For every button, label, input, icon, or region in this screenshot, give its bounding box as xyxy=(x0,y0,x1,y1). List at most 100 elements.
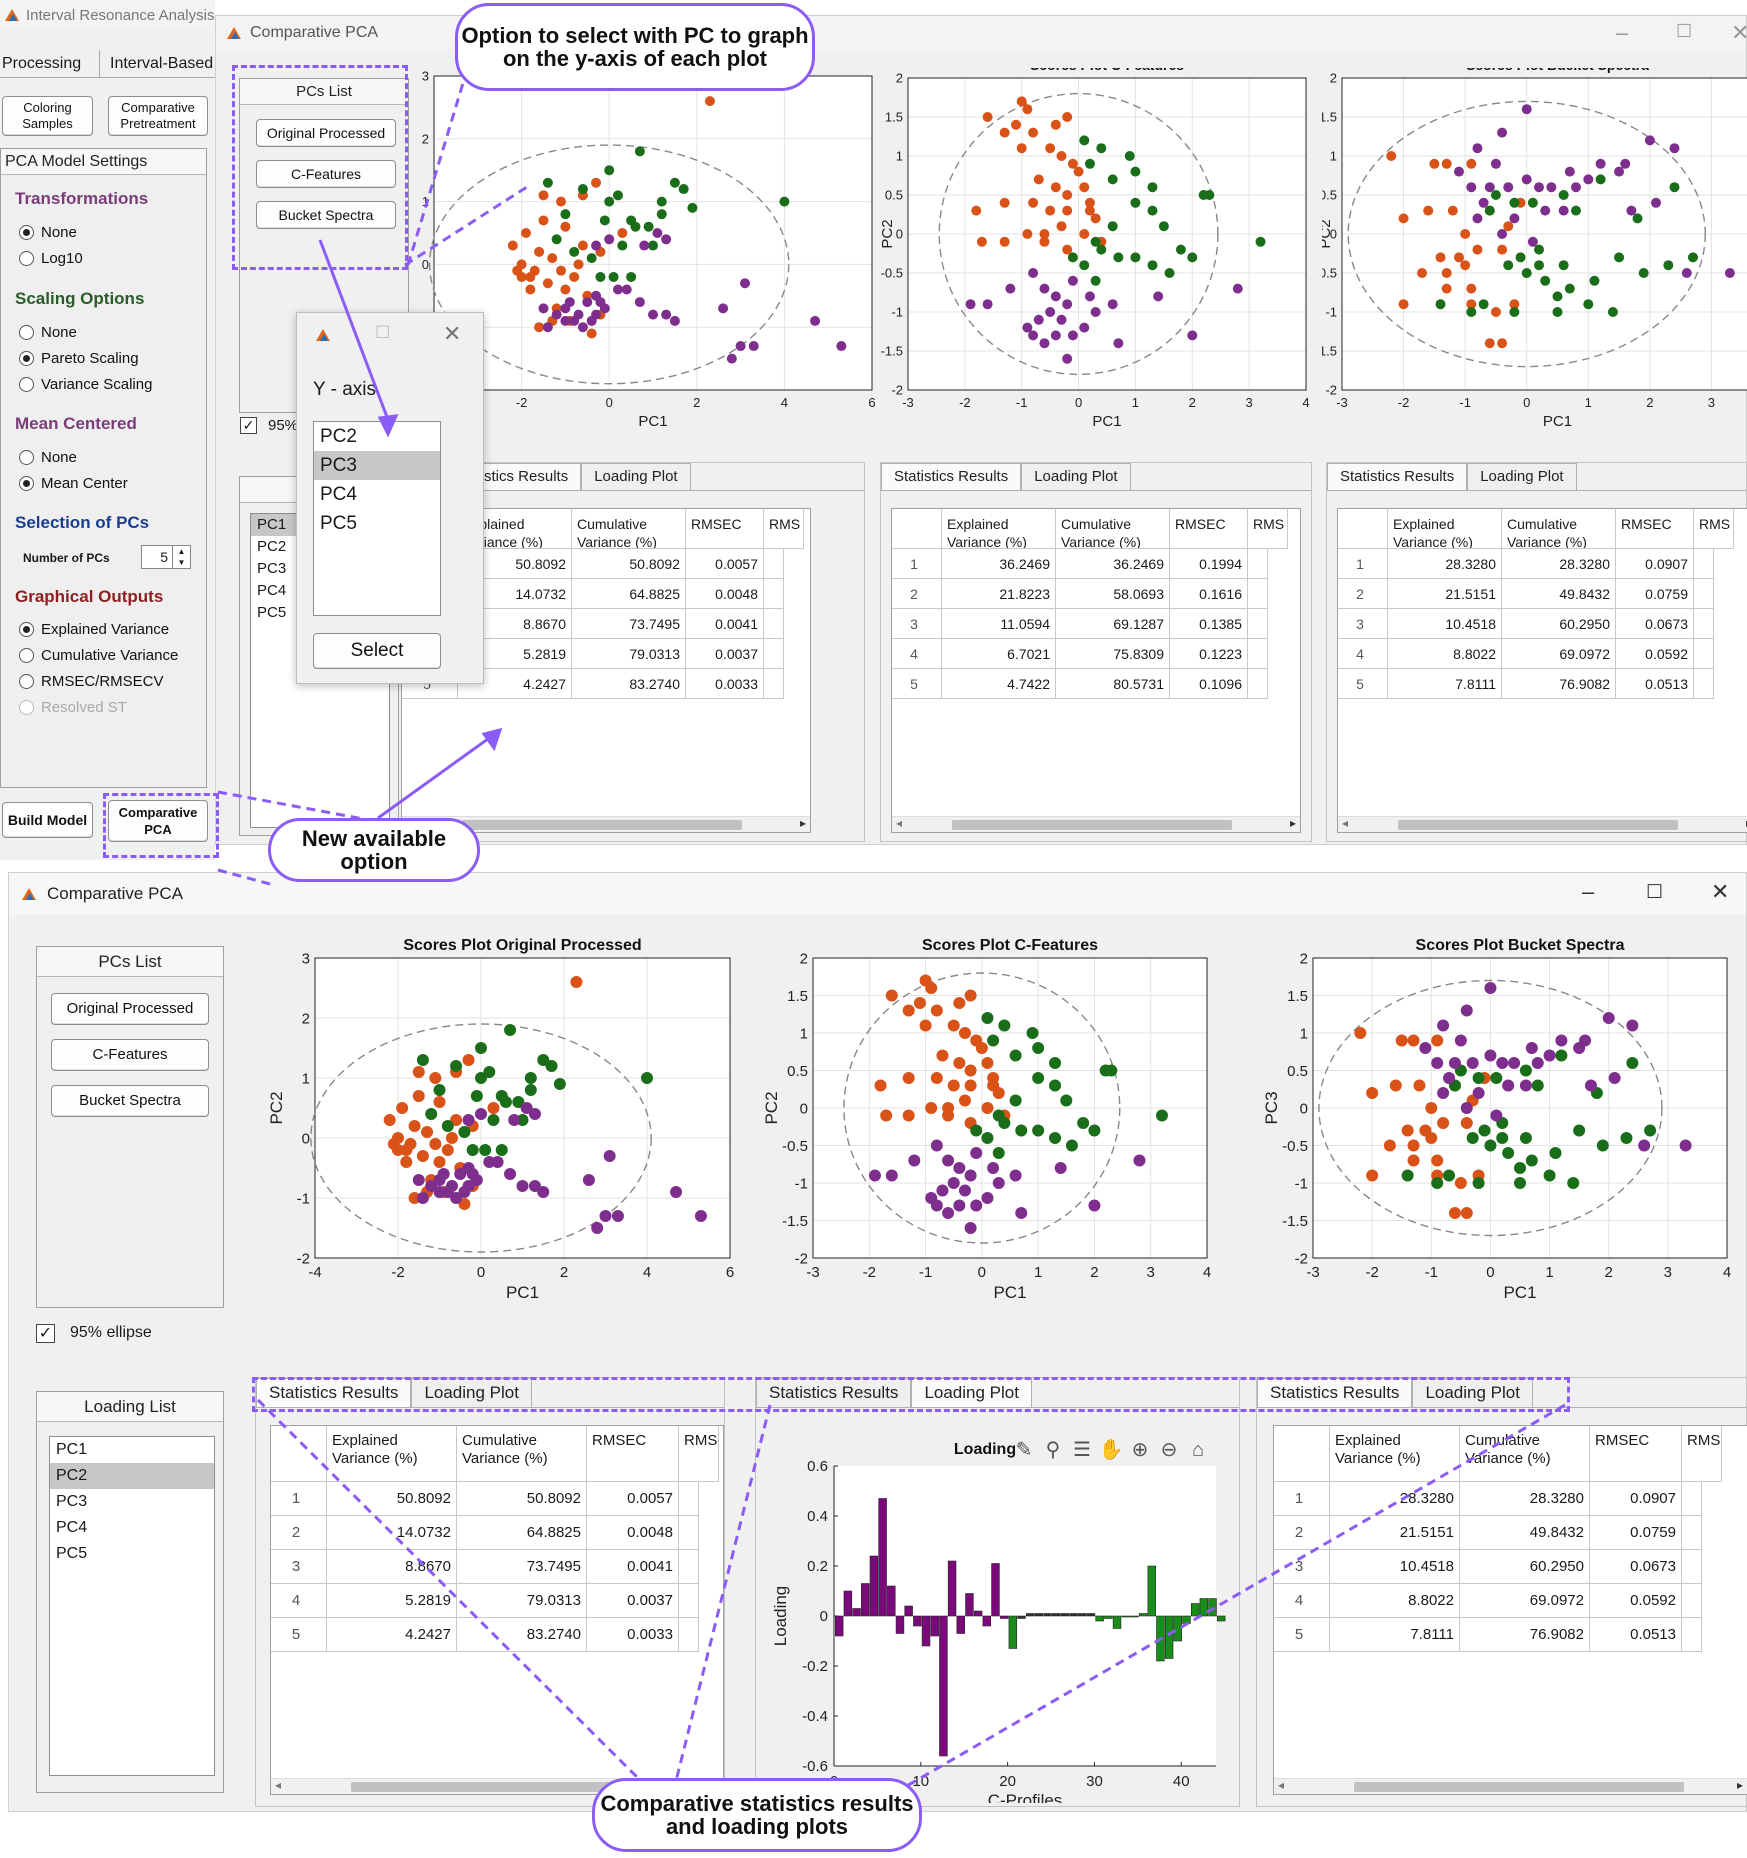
scroll-right-icon[interactable]: ▸ xyxy=(1289,816,1296,830)
y-axis-listbox[interactable]: PC2 PC3 PC4 PC5 xyxy=(313,421,441,616)
comparative-pca-button[interactable]: Comparative PCA xyxy=(108,800,208,842)
maximize-icon[interactable]: ☐ xyxy=(1646,882,1664,903)
list-item[interactable]: PC3 xyxy=(56,1493,88,1510)
front-original-processed-button[interactable]: Original Processed xyxy=(51,993,209,1025)
list-item[interactable]: PC4 xyxy=(257,582,287,599)
list-item[interactable]: PC2 xyxy=(257,538,287,555)
mid-ellipse-checkbox[interactable]: ✓ xyxy=(240,417,257,434)
horizontal-scrollbar[interactable]: ◂▸ xyxy=(892,816,1300,832)
front-c-features-button[interactable]: C-Features xyxy=(51,1039,209,1071)
scroll-right-icon[interactable]: ▸ xyxy=(1746,816,1747,830)
tab-processing[interactable]: Processing xyxy=(0,50,100,77)
table-row[interactable]: 3 10.4518 60.2950 0.0673 xyxy=(1338,609,1714,639)
list-item[interactable]: PC4 xyxy=(320,484,357,505)
list-item[interactable]: PC2 xyxy=(50,1463,214,1489)
minimize-icon[interactable]: – xyxy=(1616,20,1629,45)
table-row[interactable]: 4 8.8022 69.0972 0.0592 xyxy=(1274,1584,1702,1618)
table-row[interactable]: 1 28.3280 28.3280 0.0907 xyxy=(1274,1482,1702,1516)
scroll-left-icon[interactable]: ◂ xyxy=(896,816,903,830)
close-icon[interactable]: ✕ xyxy=(1731,20,1747,45)
table-row[interactable]: 3 10.4518 60.2950 0.0673 xyxy=(1274,1550,1702,1584)
close-icon[interactable]: ✕ xyxy=(1711,879,1730,904)
table-row[interactable]: 2 21.5151 49.8432 0.0759 xyxy=(1274,1516,1702,1550)
zoom-out-icon[interactable]: ⊖ xyxy=(1161,1439,1178,1461)
radio-explained-variance[interactable]: Explained Variance xyxy=(19,621,169,638)
tab-loading-plot[interactable]: Loading Plot xyxy=(581,463,691,490)
table-row[interactable]: 1 28.3280 28.3280 0.0907 xyxy=(1338,549,1714,579)
list-item[interactable]: PC3 xyxy=(314,451,440,480)
front-bucket-spectra-button[interactable]: Bucket Spectra xyxy=(51,1085,209,1117)
table-row[interactable]: 5 4.2427 83.2740 0.0033 xyxy=(271,1618,699,1652)
select-button[interactable]: Select xyxy=(313,633,441,669)
tab-loading-plot[interactable]: Loading Plot xyxy=(1021,463,1131,490)
mid-original-processed-button[interactable]: Original Processed xyxy=(256,119,396,147)
table-row[interactable]: 2 21.8223 58.0693 0.1616 xyxy=(892,579,1268,609)
number-of-pcs-spinner[interactable]: 5 ▲ ▼ xyxy=(141,545,191,569)
radio-scaling-pareto[interactable]: Pareto Scaling xyxy=(19,350,139,367)
pan-icon[interactable]: ✋ xyxy=(1099,1437,1124,1461)
minimize-icon[interactable]: – xyxy=(1582,879,1595,904)
front-ellipse-checkbox[interactable]: ✓ xyxy=(36,1324,55,1343)
tab-statistics-results[interactable]: Statistics Results xyxy=(881,463,1022,490)
radio-mean-center[interactable]: Mean Center xyxy=(19,475,128,492)
tab-statistics-results[interactable]: Statistics Results xyxy=(1327,463,1468,490)
scroll-left-icon[interactable]: ◂ xyxy=(1278,1778,1285,1792)
zoom-in-icon[interactable]: ⊕ xyxy=(1132,1439,1149,1461)
tab-loading-plot[interactable]: Loading Plot xyxy=(1412,1378,1533,1407)
brush-icon[interactable]: ✎ xyxy=(1016,1439,1033,1461)
table-row[interactable]: 2 21.5151 49.8432 0.0759 xyxy=(1338,579,1714,609)
horizontal-scrollbar[interactable]: ◂▸ xyxy=(1274,1778,1747,1794)
scroll-right-icon[interactable]: ▸ xyxy=(1736,1778,1743,1792)
tab-loading-plot[interactable]: Loading Plot xyxy=(1467,463,1577,490)
table-row[interactable]: 1 36.2469 36.2469 0.1994 xyxy=(892,549,1268,579)
popup-close-icon[interactable]: ✕ xyxy=(443,321,462,346)
build-model-button[interactable]: Build Model xyxy=(2,802,93,838)
table-row[interactable]: 3 11.0594 69.1287 0.1385 xyxy=(892,609,1268,639)
tab-statistics-results[interactable]: Statistics Results xyxy=(756,1378,912,1407)
spinner-arrows-icon[interactable]: ▲ ▼ xyxy=(172,546,190,568)
scrollbar-thumb[interactable] xyxy=(1354,1782,1684,1792)
tab-interval-based[interactable]: Interval-Based xyxy=(110,55,214,72)
scroll-left-icon[interactable]: ◂ xyxy=(1342,816,1349,830)
radio-cumulative-variance[interactable]: Cumulative Variance xyxy=(19,647,178,664)
scroll-right-icon[interactable]: ▸ xyxy=(799,816,806,830)
radio-rmsec[interactable]: RMSEC/RMSECV xyxy=(19,673,164,690)
table-row[interactable]: 5 4.7422 80.5731 0.1096 xyxy=(892,669,1268,699)
scrollbar-thumb[interactable] xyxy=(1398,820,1678,830)
radio-scaling-none[interactable]: None xyxy=(19,324,77,341)
table-row[interactable]: 4 6.7021 75.8309 0.1223 xyxy=(892,639,1268,669)
scrollbar-thumb[interactable] xyxy=(952,820,1232,830)
scrollbar-thumb[interactable] xyxy=(462,820,742,830)
comparative-pretreatment-button[interactable]: Comparative Pretreatment xyxy=(108,96,208,136)
maximize-icon[interactable]: ☐ xyxy=(1676,21,1693,41)
radio-scaling-variance[interactable]: Variance Scaling xyxy=(19,376,152,393)
list-item[interactable]: PC1 xyxy=(56,1441,88,1458)
list-item[interactable]: PC2 xyxy=(320,426,357,447)
scrollbar-thumb[interactable] xyxy=(351,1782,681,1792)
front-loading-listbox[interactable]: PC1 PC2 PC3 PC4 PC5 xyxy=(49,1436,215,1776)
home-icon[interactable]: ⌂ xyxy=(1192,1439,1204,1461)
tab-loading-plot[interactable]: Loading Plot xyxy=(911,1378,1032,1407)
table-row[interactable]: 5 7.8111 76.9082 0.0513 xyxy=(1274,1618,1702,1652)
list-item[interactable]: PC3 xyxy=(257,560,287,577)
data-tip-icon[interactable]: ⚲ xyxy=(1046,1439,1061,1461)
mid-bucket-spectra-button[interactable]: Bucket Spectra xyxy=(256,201,396,229)
legend-icon[interactable]: ☰ xyxy=(1073,1439,1091,1461)
coloring-samples-button[interactable]: Coloring Samples xyxy=(2,96,93,136)
radio-transform-none[interactable]: None xyxy=(19,224,77,241)
radio-transform-log10[interactable]: Log10 xyxy=(19,250,83,267)
table-row[interactable]: 5 4.2427 83.2740 0.0033 xyxy=(402,669,784,699)
radio-mean-none[interactable]: None xyxy=(19,449,77,466)
table-row[interactable]: 4 8.8022 69.0972 0.0592 xyxy=(1338,639,1714,669)
list-item[interactable]: PC4 xyxy=(56,1519,88,1536)
mid-c-features-button[interactable]: C-Features xyxy=(256,160,396,188)
scroll-left-icon[interactable]: ◂ xyxy=(275,1778,282,1792)
list-item[interactable]: PC5 xyxy=(320,513,357,534)
table-row[interactable]: 5 7.8111 76.9082 0.0513 xyxy=(1338,669,1714,699)
